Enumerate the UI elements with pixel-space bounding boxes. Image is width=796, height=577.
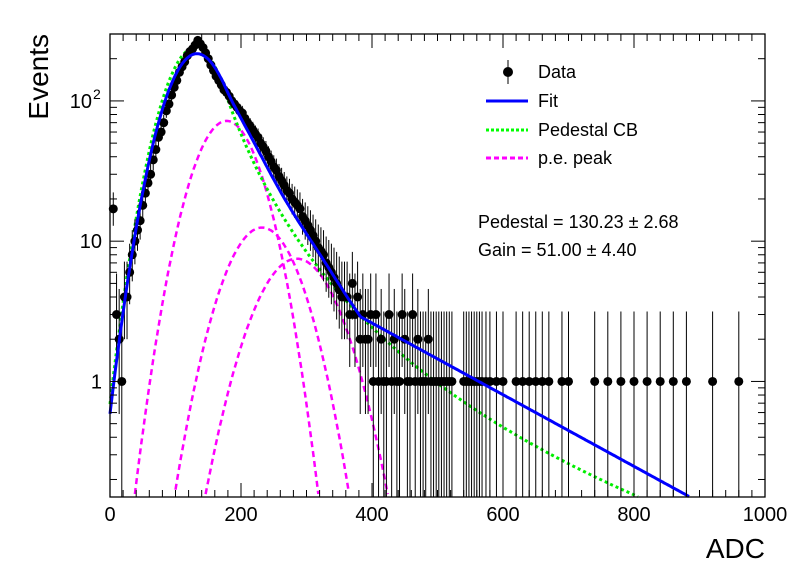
x-tick-label: 0 bbox=[104, 504, 115, 526]
data-point bbox=[537, 311, 547, 497]
fit-annotation-2: Gain = 51.00 ± 4.40 bbox=[478, 240, 637, 260]
data-marker bbox=[734, 376, 744, 386]
data-point bbox=[668, 311, 678, 497]
data-point bbox=[395, 311, 405, 497]
data-point bbox=[616, 311, 626, 497]
data-marker bbox=[531, 376, 541, 386]
x-axis-label: ADC bbox=[706, 533, 765, 564]
data-marker bbox=[524, 376, 534, 386]
data-marker bbox=[413, 334, 423, 344]
x-tick-label: 600 bbox=[486, 504, 519, 526]
data-marker bbox=[146, 169, 156, 179]
pe-peak-curve-3 bbox=[204, 257, 389, 495]
pe-peak-curve-2 bbox=[174, 226, 350, 490]
legend-label: p.e. peak bbox=[538, 148, 613, 168]
data-marker bbox=[108, 204, 118, 214]
legend-label: Fit bbox=[538, 91, 558, 111]
data-marker bbox=[668, 376, 678, 386]
data-marker bbox=[708, 376, 718, 386]
data-marker bbox=[164, 99, 174, 109]
data-point bbox=[557, 311, 567, 497]
legend-item-fit: Fit bbox=[486, 91, 558, 111]
data-point bbox=[655, 311, 665, 497]
legend-label: Data bbox=[538, 62, 577, 82]
data-marker bbox=[616, 376, 626, 386]
data-marker bbox=[376, 334, 386, 344]
data-marker bbox=[491, 376, 501, 386]
data-marker bbox=[629, 376, 639, 386]
data-marker bbox=[397, 310, 407, 320]
data-marker bbox=[159, 118, 169, 128]
fit-annotations: Pedestal = 130.23 ± 2.68 Gain = 51.00 ± 4… bbox=[478, 212, 679, 260]
legend-swatch-marker bbox=[503, 67, 513, 77]
data-point bbox=[159, 114, 169, 131]
data-marker bbox=[423, 334, 433, 344]
data-point bbox=[681, 311, 691, 497]
x-tick-label: 200 bbox=[224, 504, 257, 526]
y-tick-label: 10 bbox=[80, 231, 102, 253]
data-marker bbox=[447, 376, 457, 386]
data-marker bbox=[347, 278, 357, 288]
x-tick-label: 1000 bbox=[743, 504, 788, 526]
data-marker bbox=[384, 310, 394, 320]
data-point bbox=[531, 311, 541, 497]
legend-item-p-e-peak: p.e. peak bbox=[486, 148, 613, 168]
data-marker bbox=[590, 376, 600, 386]
data-marker bbox=[655, 376, 665, 386]
data-marker bbox=[557, 376, 567, 386]
data-point bbox=[498, 311, 508, 497]
legend-item-data: Data bbox=[503, 60, 577, 84]
data-point bbox=[146, 162, 156, 187]
data-point bbox=[491, 311, 501, 497]
pe-peak-curve-1 bbox=[133, 119, 320, 495]
data-point bbox=[164, 97, 174, 111]
data-point bbox=[590, 311, 600, 497]
y-tick-label: 10 bbox=[70, 91, 92, 113]
data-marker bbox=[603, 376, 613, 386]
data-marker bbox=[518, 376, 528, 386]
data-point bbox=[603, 311, 613, 497]
legend-item-pedestal-cb: Pedestal CB bbox=[486, 120, 638, 140]
data-point bbox=[708, 311, 718, 497]
series-layer bbox=[108, 35, 744, 498]
data-point bbox=[564, 311, 573, 497]
legend-label: Pedestal CB bbox=[538, 120, 638, 140]
data-point bbox=[108, 192, 118, 226]
x-tick-label: 400 bbox=[355, 504, 388, 526]
data-marker bbox=[537, 376, 547, 386]
data-point bbox=[734, 311, 744, 497]
data-marker bbox=[395, 376, 405, 386]
data-point bbox=[642, 311, 652, 497]
data-point bbox=[511, 311, 521, 497]
data-marker bbox=[363, 334, 373, 344]
data-marker bbox=[564, 376, 573, 386]
fit-annotation-1: Pedestal = 130.23 ± 2.68 bbox=[478, 212, 679, 232]
data-point bbox=[447, 311, 457, 497]
data-marker bbox=[511, 376, 521, 386]
y-axis-label: Events bbox=[23, 34, 54, 120]
data-marker bbox=[681, 376, 691, 386]
data-point bbox=[544, 311, 554, 497]
data-marker bbox=[498, 376, 508, 386]
y-tick-label-exponent: 2 bbox=[93, 86, 101, 102]
data-marker bbox=[371, 310, 381, 320]
data-point bbox=[524, 311, 534, 497]
x-tick-label: 800 bbox=[617, 504, 650, 526]
data-marker bbox=[408, 310, 418, 320]
data-marker bbox=[485, 376, 495, 386]
data-marker bbox=[642, 376, 652, 386]
data-marker bbox=[295, 204, 305, 214]
data-marker bbox=[353, 292, 363, 302]
data-marker bbox=[544, 376, 554, 386]
y-tick-label: 1 bbox=[91, 371, 102, 393]
fit-curve bbox=[108, 52, 690, 498]
legend: Data Fit Pedestal CB p.e. peak bbox=[486, 60, 638, 168]
data-point bbox=[485, 311, 495, 497]
